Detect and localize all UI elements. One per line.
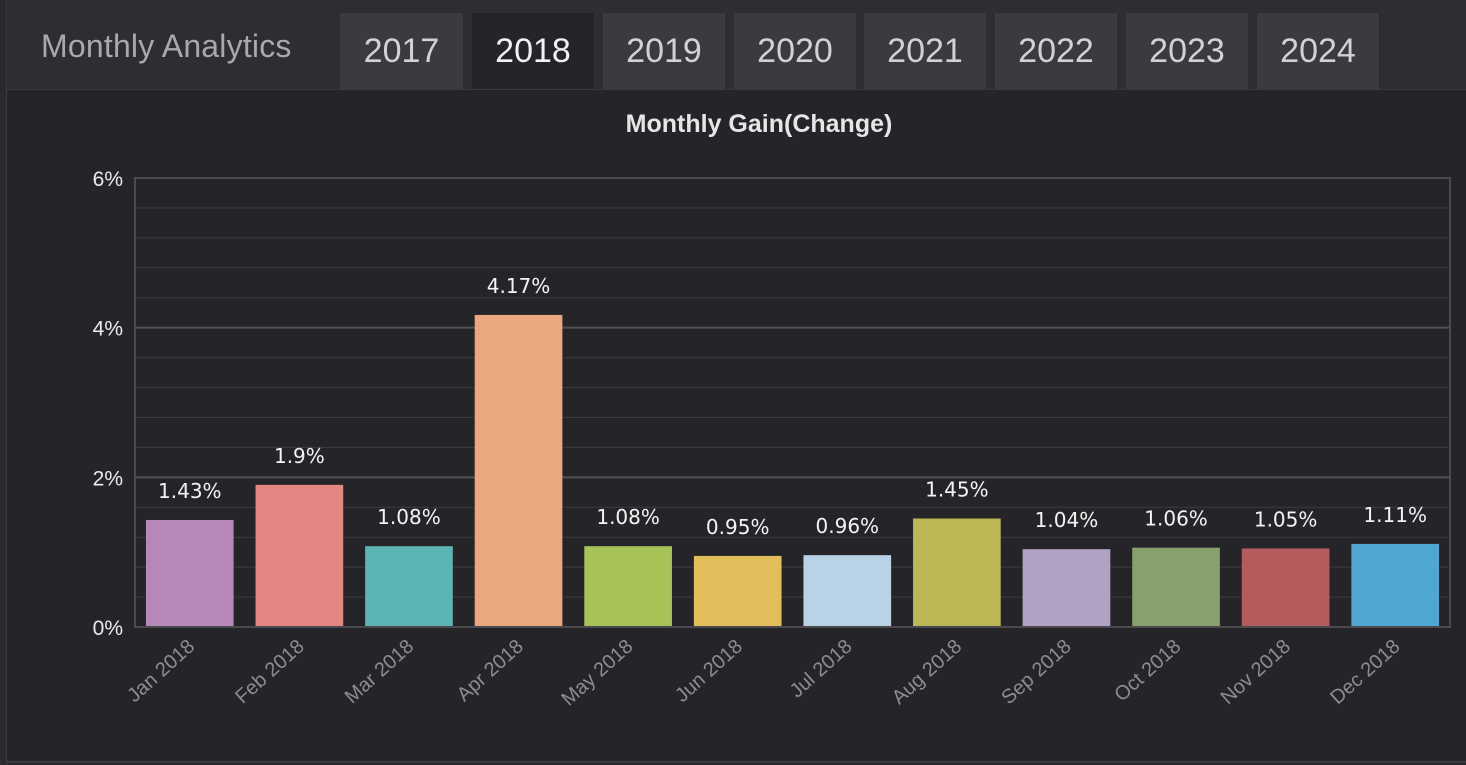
tab-2024[interactable]: 2024 <box>1257 13 1379 89</box>
y-tick-label: 4% <box>93 318 123 341</box>
y-axis-ticks: 0% 2% 4% 6% <box>93 168 123 640</box>
chart-title: Monthly Gain(Change) <box>626 110 893 138</box>
data-label: 1.43% <box>158 479 222 503</box>
tab-2022[interactable]: 2022 <box>995 13 1117 89</box>
x-tick-label: Mar 2018 <box>341 635 419 708</box>
bar[interactable] <box>474 314 563 627</box>
bar[interactable] <box>145 519 234 627</box>
plot-border <box>134 177 1451 628</box>
x-tick-label: Sep 2018 <box>997 635 1075 709</box>
x-tick-label: Nov 2018 <box>1217 635 1295 709</box>
bar[interactable] <box>584 546 672 627</box>
x-tick-label: Feb 2018 <box>231 635 309 708</box>
data-label: 1.04% <box>1035 508 1099 532</box>
bar[interactable] <box>693 555 782 627</box>
data-label: 4.17% <box>487 274 551 298</box>
year-tab-bar: Monthly Analytics 2017 2018 2019 2020 20… <box>7 0 1466 90</box>
x-tick-label: May 2018 <box>557 635 637 710</box>
bar[interactable] <box>913 518 1001 627</box>
data-label: 1.08% <box>596 505 660 529</box>
x-tick-label: Jun 2018 <box>671 635 747 706</box>
tab-2019[interactable]: 2019 <box>603 13 725 89</box>
x-tick-label: Dec 2018 <box>1326 635 1404 709</box>
x-tick-label: Apr 2018 <box>453 635 528 706</box>
bar[interactable] <box>365 546 453 627</box>
data-label: 1.45% <box>925 477 989 501</box>
bar[interactable] <box>1351 543 1440 627</box>
bar[interactable] <box>1241 548 1330 627</box>
bar-series <box>145 314 1440 627</box>
data-label: 0.96% <box>816 514 880 538</box>
data-label: 1.9% <box>274 444 325 468</box>
data-label: 1.06% <box>1144 507 1208 531</box>
y-tick-label: 0% <box>93 617 123 640</box>
tab-2023[interactable]: 2023 <box>1126 13 1248 89</box>
tab-2017[interactable]: 2017 <box>340 13 463 89</box>
bar[interactable] <box>1022 549 1111 627</box>
data-label: 0.95% <box>706 515 770 539</box>
tab-2021[interactable]: 2021 <box>864 13 986 89</box>
tab-2020[interactable]: 2020 <box>734 13 856 89</box>
x-tick-label: Jul 2018 <box>786 635 857 702</box>
x-tick-label: Oct 2018 <box>1110 635 1185 706</box>
data-label: 1.08% <box>377 505 441 529</box>
bar[interactable] <box>1132 547 1220 627</box>
tab-2018[interactable]: 2018 <box>472 13 594 89</box>
x-tick-label: Jan 2018 <box>123 635 199 706</box>
app-title: Monthly Analytics <box>41 28 292 64</box>
x-axis-ticks: Jan 2018 Feb 2018 Mar 2018 Apr 2018 May 2018… <box>123 635 1404 710</box>
data-label: 1.11% <box>1363 503 1427 527</box>
grid-lines <box>135 207 1450 598</box>
bar[interactable] <box>803 555 892 627</box>
data-labels: 1.43% 1.9% 1.08% 4.17% 1.08% 0.95% 0.96% 1.45% 1… <box>158 274 1427 539</box>
data-label: 1.05% <box>1254 507 1318 531</box>
bar[interactable] <box>255 484 344 627</box>
x-tick-label: Aug 2018 <box>888 635 966 709</box>
y-tick-label: 6% <box>93 168 123 191</box>
y-tick-label: 2% <box>93 467 123 490</box>
analytics-panel: Monthly Analytics 2017 2018 2019 2020 20… <box>6 0 1466 763</box>
